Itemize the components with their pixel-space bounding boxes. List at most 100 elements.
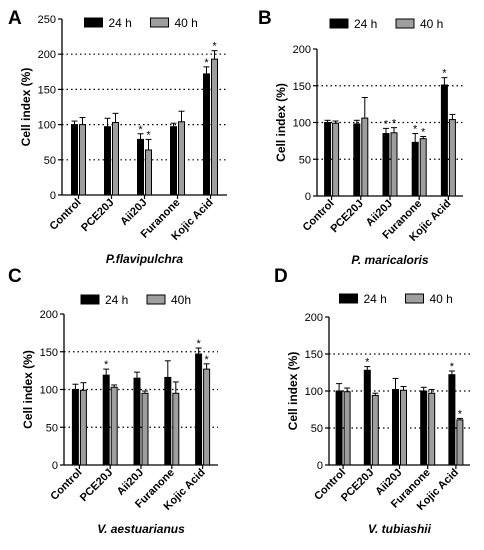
bar — [133, 377, 141, 466]
bar — [104, 126, 111, 196]
bar — [440, 84, 448, 197]
y-axis-title: Cell index (%) — [21, 350, 35, 429]
bar — [112, 121, 119, 196]
panel-title: V. tubiashii — [368, 522, 432, 536]
significance-star: * — [442, 68, 447, 80]
legend-swatch — [84, 17, 103, 28]
bar — [448, 374, 456, 466]
y-tick-label: 50 — [46, 422, 58, 434]
significance-star: * — [104, 359, 109, 371]
legend-swatch — [150, 17, 169, 28]
significance-star: * — [212, 41, 217, 53]
significance-star: * — [421, 126, 426, 138]
y-tick-label: 150 — [40, 347, 58, 359]
bar — [79, 124, 86, 196]
legend-label: 40 h — [175, 16, 198, 30]
significance-star: * — [392, 118, 397, 130]
significance-star: * — [138, 124, 143, 136]
y-tick-label: 250 — [38, 14, 56, 26]
significance-star: * — [204, 57, 209, 69]
bar — [371, 394, 379, 466]
panel-a: A 0 50 100 150 200 250 Cell index (%) ControlPCE… — [8, 8, 227, 266]
bar — [71, 389, 79, 466]
legend-swatch — [339, 293, 358, 304]
bar — [203, 368, 211, 466]
panel-title: V. aestuarianus — [97, 522, 185, 536]
bar — [456, 419, 464, 466]
legend-swatch — [146, 294, 166, 305]
bar — [343, 391, 351, 466]
bar — [332, 122, 340, 197]
panel-letter: D — [274, 266, 288, 287]
bar — [392, 389, 399, 466]
y-tick-label: 100 — [40, 385, 58, 397]
bar — [141, 392, 149, 466]
legend-label: 24 h — [364, 292, 387, 306]
bar — [382, 133, 390, 197]
y-tick-label: 0 — [52, 460, 58, 472]
panel-title: P.flavipulchra — [106, 252, 183, 266]
bar — [170, 126, 177, 196]
bar — [448, 119, 456, 197]
y-tick-label: 200 — [305, 312, 323, 324]
y-axis-title: Cell index (%) — [274, 83, 288, 162]
y-tick-label: 200 — [38, 49, 56, 61]
legend-label: 24 h — [105, 293, 128, 307]
bar — [419, 138, 427, 197]
y-tick-label: 200 — [293, 44, 311, 56]
legend: 24 h 40 h — [84, 16, 198, 30]
y-tick-label: 100 — [38, 120, 56, 132]
panel-letter: B — [258, 8, 272, 29]
bar — [102, 374, 110, 466]
x-tick-label: Control — [47, 197, 83, 233]
y-tick-label: 100 — [305, 386, 323, 398]
y-tick-label: 0 — [305, 191, 311, 203]
legend-swatch — [405, 293, 424, 304]
significance-star: * — [450, 361, 455, 373]
x-tick-label: PCE20J — [78, 467, 115, 504]
panel-letter: A — [8, 8, 22, 29]
y-tick-label: 150 — [293, 81, 311, 93]
bar — [172, 392, 180, 466]
bar — [79, 389, 87, 466]
legend: 24 h 40 h — [339, 292, 453, 306]
legend-label: 24 h — [354, 17, 377, 31]
bar — [137, 138, 144, 196]
significance-star: * — [196, 338, 201, 350]
bar — [353, 123, 361, 197]
bar — [71, 124, 78, 196]
bar — [203, 73, 210, 196]
bar — [411, 141, 419, 197]
y-tick-label: 0 — [317, 460, 323, 472]
y-axis-title: Cell index (%) — [286, 352, 300, 431]
legend-label: 40 h — [420, 17, 443, 31]
bar — [335, 390, 343, 466]
bar — [428, 392, 436, 466]
panel-letter: C — [8, 266, 22, 287]
y-tick-label: 150 — [38, 84, 56, 96]
legend-label: 24 h — [109, 16, 132, 30]
significance-star: * — [204, 354, 209, 366]
bar — [195, 353, 203, 466]
x-tick-label: Aii20J — [118, 197, 149, 228]
legend-swatch — [395, 18, 415, 29]
significance-star: * — [365, 357, 370, 369]
x-tick-label: PCE20J — [328, 198, 365, 235]
legend: 24 h 40 h — [329, 17, 443, 31]
y-tick-label: 100 — [293, 118, 311, 130]
bar — [361, 117, 369, 197]
legend-label: 40 h — [430, 292, 453, 306]
panel-title: P. maricaloris — [351, 253, 428, 267]
y-tick-label: 50 — [44, 155, 56, 167]
legend-swatch — [329, 18, 349, 29]
significance-star: * — [384, 118, 389, 130]
x-tick-label: PCE20J — [79, 197, 116, 234]
bar — [211, 58, 218, 196]
legend: 24 h 40h — [80, 293, 191, 307]
bar — [164, 376, 172, 466]
legend-swatch — [80, 294, 100, 305]
